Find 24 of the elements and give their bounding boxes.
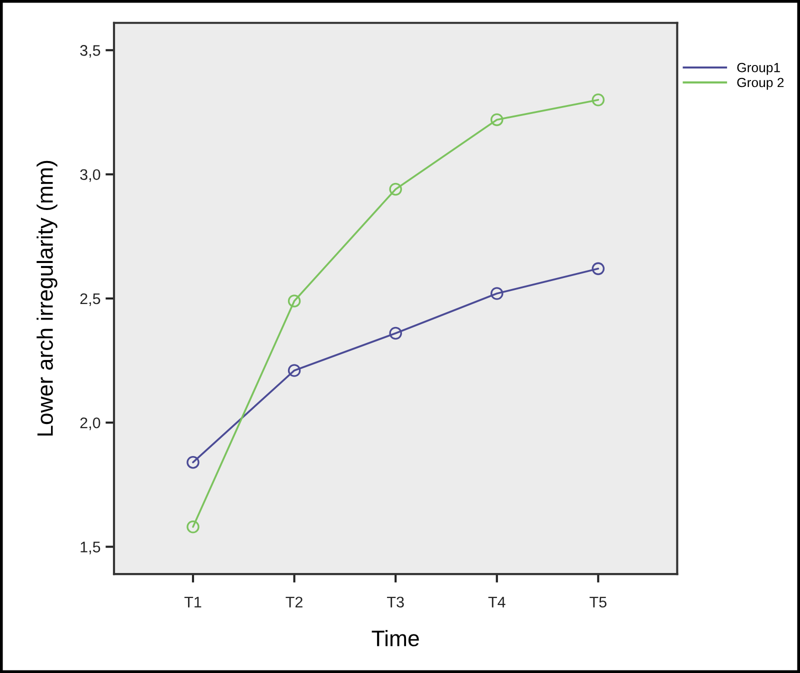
y-tick-label: 2,0 — [80, 417, 100, 430]
y-axis-title: Lower arch irregularity (mm) — [36, 160, 58, 436]
point — [592, 262, 605, 276]
y-tick-label: 3,0 — [80, 169, 100, 182]
point — [186, 456, 200, 469]
point — [389, 182, 402, 196]
x-tick-label: T3 — [387, 596, 404, 608]
x-axis-title: Time — [372, 630, 419, 646]
y-tick-label: 1,5 — [80, 542, 100, 554]
x-tick-label: T1 — [184, 596, 202, 608]
x-tick-label: T5 — [590, 596, 606, 608]
legend-label: Group1 — [737, 62, 780, 75]
point — [490, 287, 504, 300]
x-tick-label: T4 — [488, 596, 506, 608]
point — [288, 364, 301, 377]
point — [490, 113, 504, 126]
y-tick-label: 2,5 — [80, 293, 100, 306]
legend-label: Group 2 — [737, 78, 784, 90]
y-tick-label: 3,5 — [80, 45, 100, 58]
x-tick-label: T2 — [286, 596, 302, 608]
point — [389, 326, 402, 340]
point — [592, 93, 605, 106]
point — [288, 294, 301, 308]
point — [186, 520, 200, 534]
